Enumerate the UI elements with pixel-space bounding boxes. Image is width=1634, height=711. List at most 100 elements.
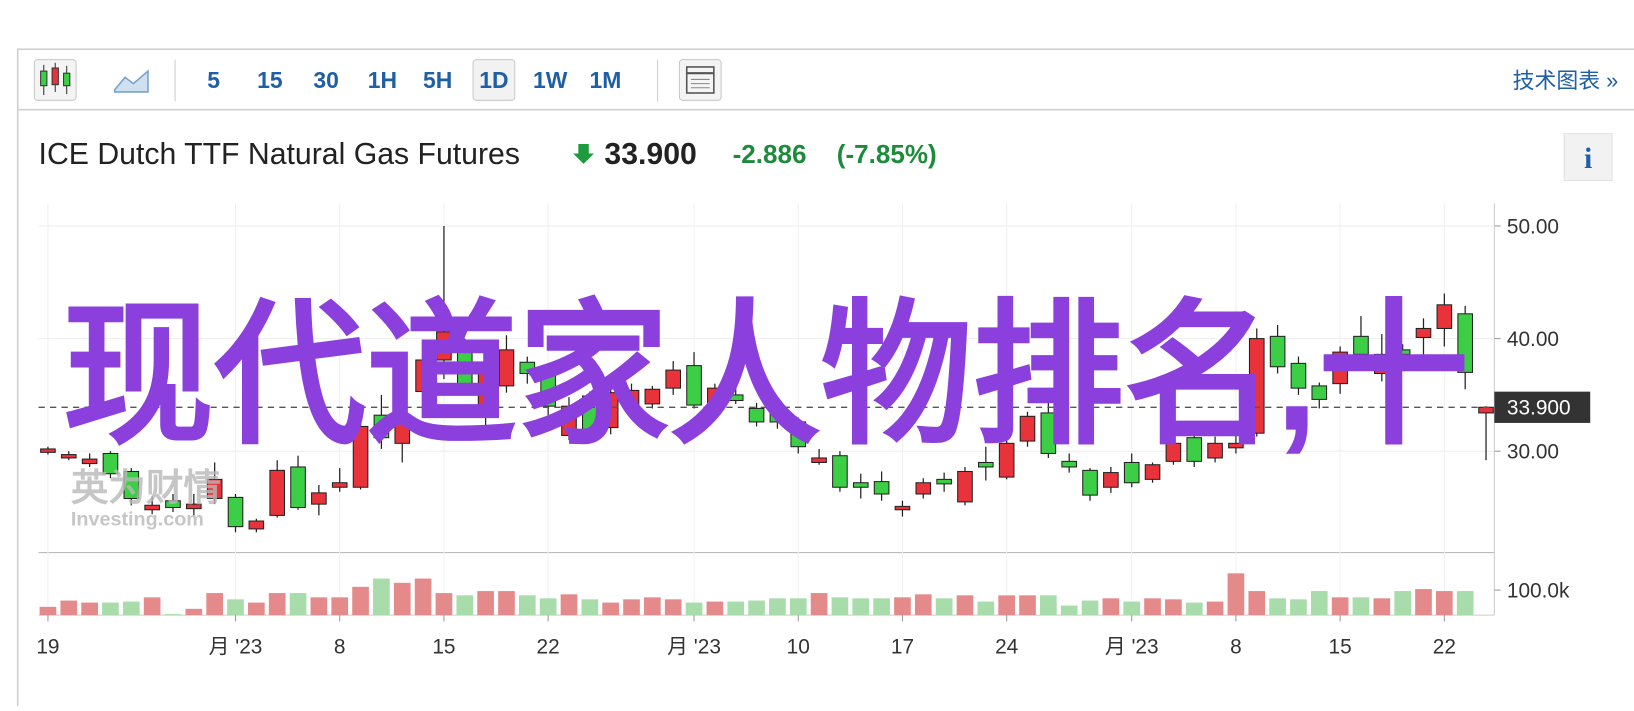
candle-body — [60, 454, 77, 459]
interval-button[interactable]: 30 — [313, 67, 338, 93]
interval-button[interactable]: 1M — [590, 67, 622, 93]
watermark-logo-en: Investing.com — [71, 508, 204, 530]
volume-bar — [414, 578, 432, 616]
candle-body — [686, 365, 702, 406]
layout-button[interactable] — [678, 59, 722, 101]
candle-body — [1207, 442, 1223, 459]
volume-bar — [206, 593, 224, 616]
candle-body — [40, 448, 56, 453]
info-button[interactable]: i — [1563, 133, 1613, 182]
candle-body — [394, 416, 411, 444]
volume-bar — [727, 601, 745, 616]
volume-bar — [227, 599, 244, 616]
volume-bar — [143, 597, 161, 616]
candle-body — [1228, 442, 1244, 449]
volume-bar — [894, 597, 911, 616]
volume-bar — [518, 595, 536, 616]
candle-body — [352, 425, 369, 488]
volume-bar — [873, 598, 890, 616]
candle-body — [165, 500, 181, 509]
volume-bar — [331, 597, 349, 616]
interval-button[interactable]: 1H — [368, 67, 397, 93]
volume-bar — [1436, 591, 1453, 616]
candle-body — [1269, 335, 1286, 368]
candle-body — [644, 388, 661, 405]
icon-candle — [63, 72, 71, 87]
candle-body — [852, 482, 869, 488]
volume-bar — [539, 598, 557, 616]
candle-body — [998, 442, 1015, 478]
candle-body — [894, 505, 911, 511]
candle-body — [790, 421, 807, 448]
x-tick-label: 月 '23 — [667, 636, 721, 659]
icon-candle — [51, 67, 59, 86]
interval-button[interactable]: 1D — [479, 67, 508, 93]
volume-bar — [935, 598, 953, 616]
candle-body — [769, 411, 786, 423]
volume-bar — [1456, 591, 1474, 616]
volume-bar — [164, 614, 182, 616]
volume-bar — [352, 586, 369, 616]
volume-bar — [1310, 591, 1328, 616]
volume-bar — [39, 606, 57, 616]
x-tick-label: 15 — [432, 636, 455, 659]
x-tick-label: 22 — [1433, 636, 1456, 659]
volume-bar — [498, 591, 515, 616]
last-price: 33.900 — [604, 138, 696, 171]
x-tick-label: 月 '23 — [209, 636, 263, 659]
volume-bar — [998, 595, 1015, 616]
interval-button[interactable]: 1W — [533, 67, 568, 93]
volume-bar — [1394, 591, 1411, 616]
candle-body — [1457, 313, 1473, 373]
volume-bar — [1019, 595, 1036, 616]
candle-body — [331, 482, 348, 488]
volume-bar — [1331, 597, 1349, 616]
candle-body — [561, 405, 577, 436]
volume-bar — [81, 602, 98, 616]
candle-body — [1478, 406, 1494, 414]
interval-button[interactable]: 5 — [207, 67, 220, 93]
candle-body — [915, 482, 932, 495]
volume-bar — [623, 599, 640, 616]
volume-bar — [685, 602, 703, 616]
candle-body — [1290, 362, 1307, 389]
candle-body — [1311, 385, 1328, 400]
candle-body — [540, 374, 556, 407]
candle-body — [1019, 415, 1036, 442]
candle-body — [1332, 351, 1348, 385]
x-tick-label: 10 — [787, 636, 810, 659]
volume-bar — [268, 593, 286, 616]
area-type-button[interactable] — [113, 69, 149, 93]
y-tick-label: 40.00 — [1507, 328, 1559, 351]
candle-body — [1436, 304, 1453, 329]
volume-bar — [1040, 595, 1057, 616]
candle-body — [832, 455, 848, 488]
candle-body — [811, 457, 827, 463]
candle-body — [102, 452, 119, 475]
candle-body — [186, 503, 202, 510]
info-icon: i — [1584, 143, 1592, 175]
volume-bar — [1081, 600, 1099, 616]
volume-bar — [664, 599, 682, 616]
volume-bar — [1185, 602, 1203, 616]
interval-button[interactable]: 15 — [257, 67, 283, 93]
volume-bar — [60, 600, 78, 616]
candle-body — [123, 470, 140, 500]
candle-body — [936, 478, 952, 485]
candle-type-button[interactable] — [33, 59, 77, 101]
volume-bar — [1290, 599, 1307, 616]
overlay-text: 现代道家人物排名,十 — [63, 289, 1470, 464]
volume-bar — [956, 595, 974, 616]
volume-bar — [1206, 601, 1224, 616]
candle-body — [269, 469, 286, 516]
icon-area — [113, 69, 149, 93]
volume-bar — [435, 593, 453, 616]
technical-chart-link[interactable]: 技术图表 » — [1513, 68, 1619, 93]
interval-button[interactable]: 5H — [423, 67, 452, 93]
x-tick-label: 19 — [36, 636, 59, 659]
volume-bar — [1373, 598, 1391, 616]
volume-bar — [977, 601, 995, 616]
candle-body — [727, 394, 744, 402]
